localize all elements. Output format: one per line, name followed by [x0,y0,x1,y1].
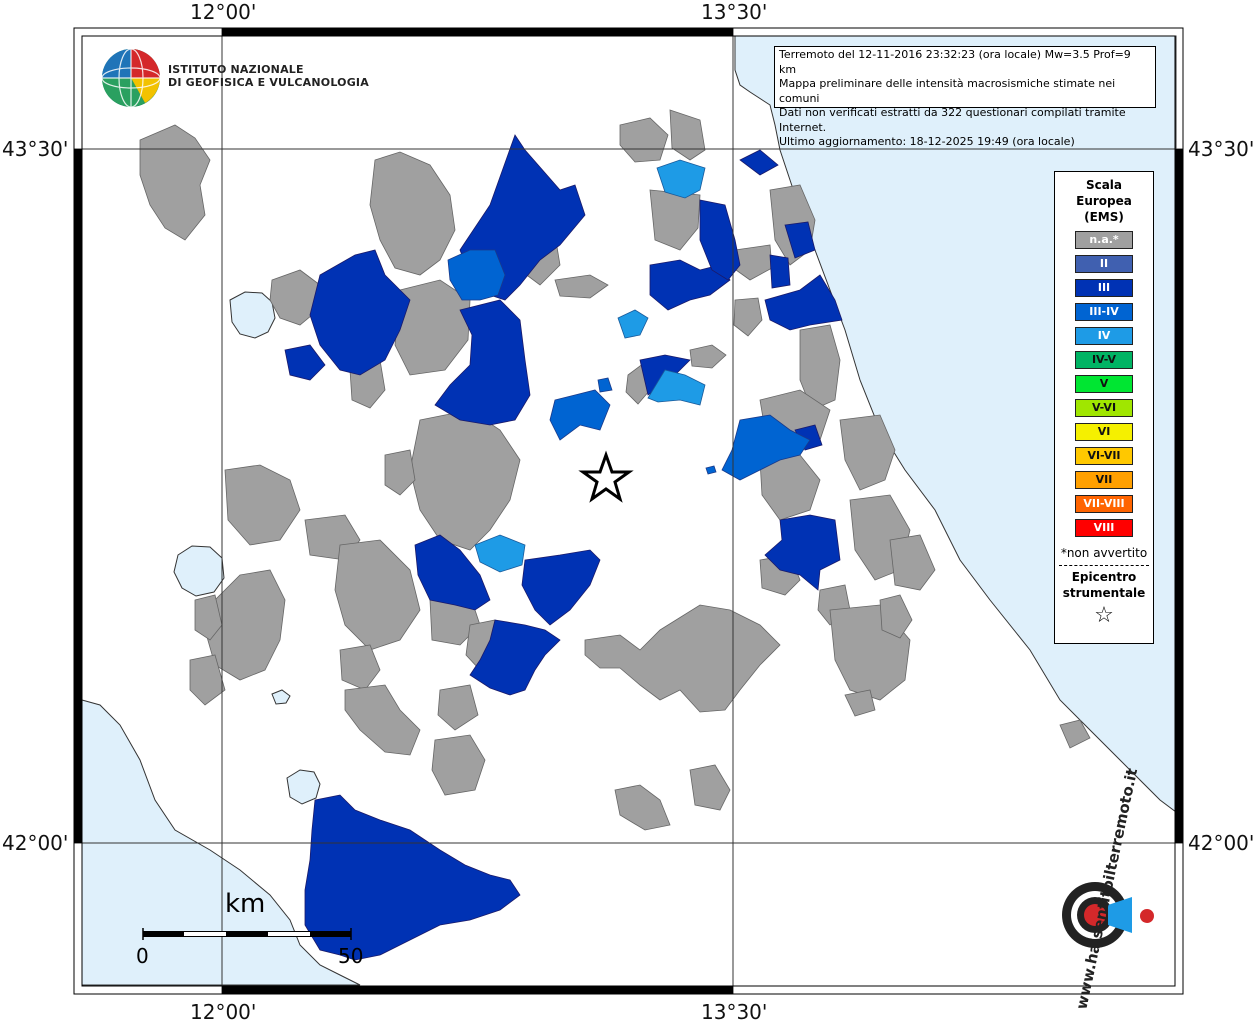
lake-bracciano [286,769,321,805]
ems-III-IV-municipalities [447,249,811,481]
ems-legend: Scala Europea (EMS) n.a.* II III III-IV IV IV… [1054,171,1154,644]
legend-swatch: III [1075,279,1133,297]
coord-top-left: 12°00' [190,0,257,24]
legend-epi-line1: Epicentro [1071,570,1137,584]
event-info-box: Terremoto del 12-11-2016 23:32:23 (ora l… [774,46,1156,148]
legend-epicenter-title: Epicentro strumentale [1055,569,1153,601]
scale-bar [142,928,352,940]
ems-IV-municipalities [474,159,706,573]
info-line1: Terremoto del 12-11-2016 23:32:23 (ora l… [779,48,1131,76]
info-line3: Dati non verificati estratti da 322 ques… [779,106,1126,134]
legend-swatch: II [1075,255,1133,273]
ems-III-municipalities [284,134,843,961]
legend-title-line1: Scala [1085,178,1123,192]
legend-epi-line2: strumentale [1062,586,1146,600]
scale-end-label: 50 [338,944,364,968]
legend-swatch: VI [1075,423,1133,441]
lake-small [271,689,291,705]
info-line2: Mappa preliminare delle intensità macros… [779,77,1116,105]
legend-swatch: IV-V [1075,351,1133,369]
na-municipalities [139,109,1091,831]
coord-bottom-left: 12°00' [190,1000,257,1024]
lake-bolsena [173,545,225,597]
coord-right-upper: 43°30' [1188,137,1255,161]
coord-left-lower: 42°00' [2,831,69,855]
coord-bottom-right: 13°30' [701,1000,768,1024]
legend-items: n.a.* II III III-IV IV IV-V V V-VI VI VI-VII VII VI… [1055,231,1153,537]
legend-title-line3: (EMS) [1084,210,1124,224]
legend-title: Scala Europea (EMS) [1055,177,1153,225]
legend-swatch: III-IV [1075,303,1133,321]
legend-swatch: V [1075,375,1133,393]
legend-swatch: VII [1075,471,1133,489]
legend-swatch: IV [1075,327,1133,345]
legend-swatch: V-VI [1075,399,1133,417]
legend-swatch: VIII [1075,519,1133,537]
coord-top-right: 13°30' [701,0,768,24]
map-frame [73,27,1184,995]
hsit-logo-icon [1062,882,1154,948]
ingv-line1: ISTITUTO NAZIONALE [168,63,304,76]
ingv-logo-text: ISTITUTO NAZIONALE DI GEOFISICA E VULCAN… [168,63,369,89]
ingv-logo-icon [101,48,161,108]
ingv-line2: DI GEOFISICA E VULCANOLOGIA [168,76,369,89]
lake-trasimeno [229,291,276,339]
info-line4: Ultimo aggiornamento: 18-12-2025 19:49 (… [779,135,1075,148]
scale-unit: km [225,889,266,919]
epicenter-star-icon [578,450,634,503]
legend-swatch: VI-VII [1075,447,1133,465]
tyrrhenian-sea [81,699,361,986]
coord-left-upper: 43°30' [2,137,69,161]
scale-start-label: 0 [136,944,149,968]
coord-right-lower: 42°00' [1188,831,1255,855]
graticule [74,28,1183,994]
legend-swatch: VII-VIII [1075,495,1133,513]
legend-note: *non avvertito [1060,546,1148,560]
legend-title-line2: Europea [1076,194,1132,208]
legend-divider [1059,565,1149,566]
legend-star-icon: ☆ [1094,603,1114,628]
legend-swatch: n.a.* [1075,231,1133,249]
